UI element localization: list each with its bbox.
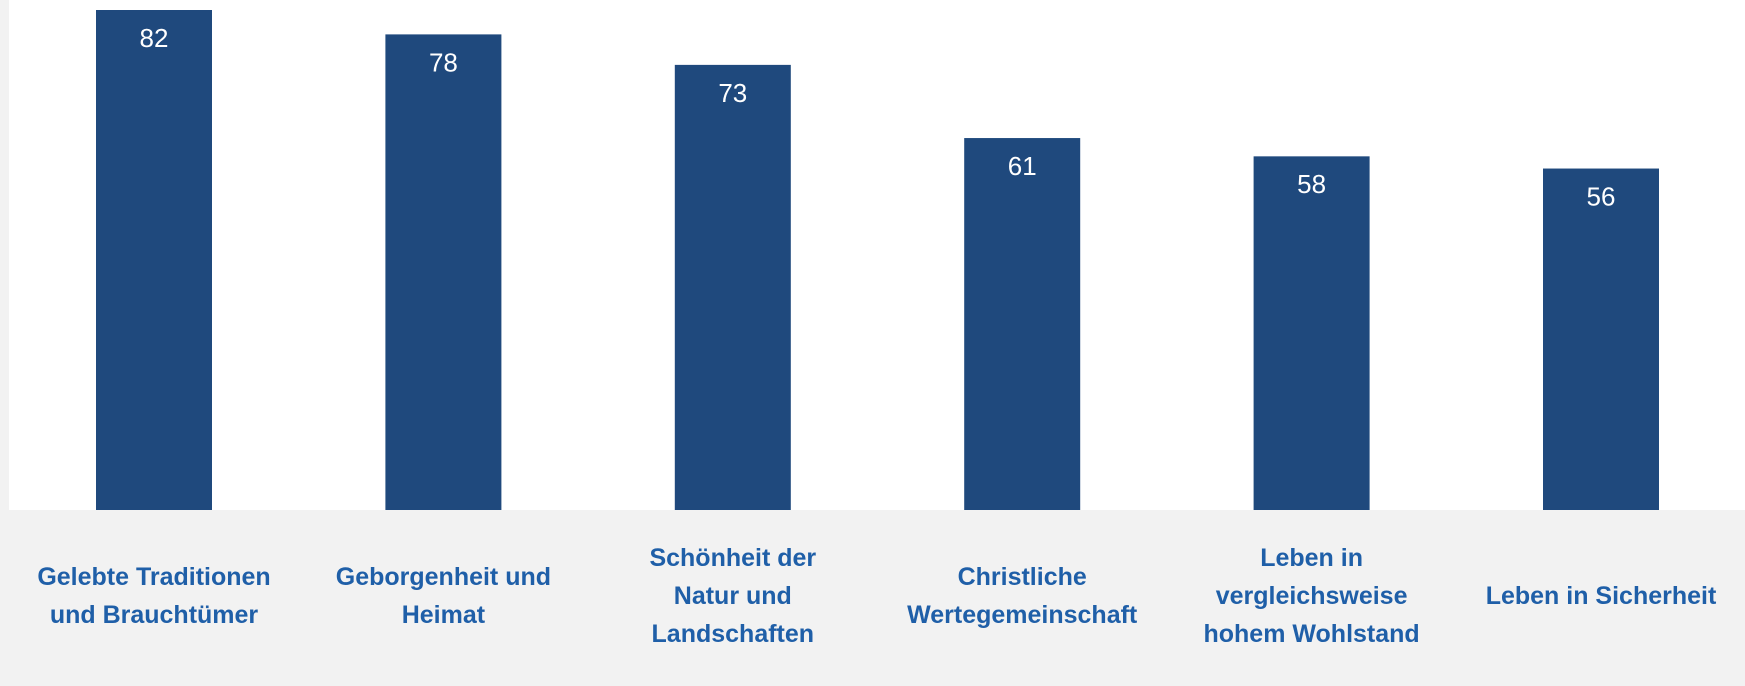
- bar: [385, 34, 502, 510]
- x-tick-label: Christliche Wertegemeinschaft: [907, 563, 1138, 629]
- bar: [1543, 168, 1659, 510]
- value-label: 78: [429, 47, 458, 77]
- x-tick-label: Gelebte Traditionen und Brauchtümer: [37, 563, 271, 629]
- x-tick-label: Leben in vergleichsweise hohem Wohlstand: [1203, 544, 1420, 648]
- value-label: 61: [1008, 151, 1037, 181]
- value-label: 56: [1587, 181, 1616, 211]
- bar: [964, 138, 1081, 511]
- x-tick-label: Schönheit der Natur und Landschaften: [649, 544, 817, 648]
- x-tick-label: Geborgenheit und Heimat: [335, 563, 552, 629]
- bar: [96, 10, 212, 510]
- bar: [674, 64, 791, 510]
- x-tick-label: Leben in Sicherheit: [1485, 582, 1717, 610]
- plot-area: [9, 0, 1745, 510]
- value-label: 82: [140, 23, 169, 53]
- value-label: 73: [718, 78, 747, 108]
- bar: [1253, 156, 1370, 510]
- value-label: 58: [1297, 169, 1326, 199]
